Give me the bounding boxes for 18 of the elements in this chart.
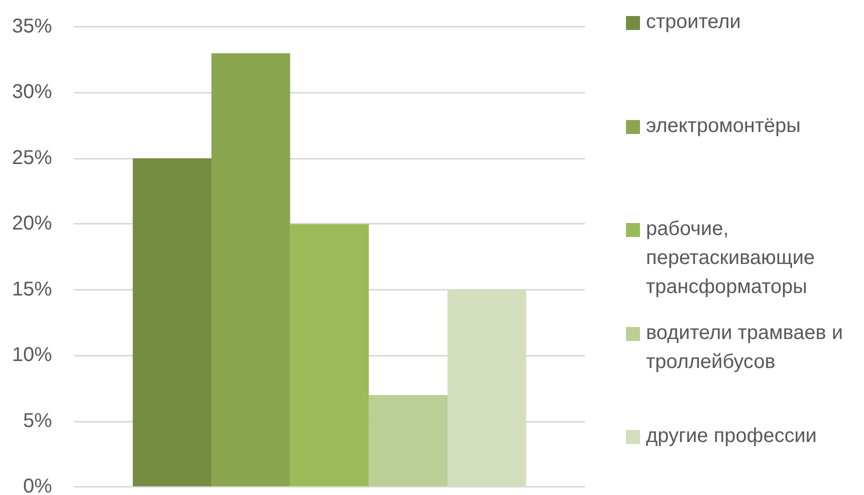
y-tick-label: 25% — [12, 146, 52, 169]
y-tick-label: 30% — [12, 81, 52, 104]
y-tick-label: 15% — [12, 278, 52, 300]
bar — [290, 224, 369, 486]
y-tick-label: 20% — [12, 212, 52, 235]
legend-label: водители трамваев и троллейбусов — [646, 320, 844, 374]
bar — [448, 290, 526, 486]
bar — [211, 53, 290, 486]
y-tick-label: 5% — [23, 410, 52, 432]
legend-label: строители — [646, 10, 741, 35]
y-tick-label: 10% — [12, 344, 52, 366]
bar — [368, 395, 448, 486]
y-tick-label: 35% — [12, 16, 52, 38]
y-tick-label: 0% — [23, 476, 52, 495]
legend-label: другие профессии — [646, 424, 817, 449]
legend-label: электромонтёры — [646, 114, 801, 138]
bar — [132, 158, 212, 486]
legend-label: рабочие, перетаскивающие трансформаторы — [646, 217, 816, 300]
